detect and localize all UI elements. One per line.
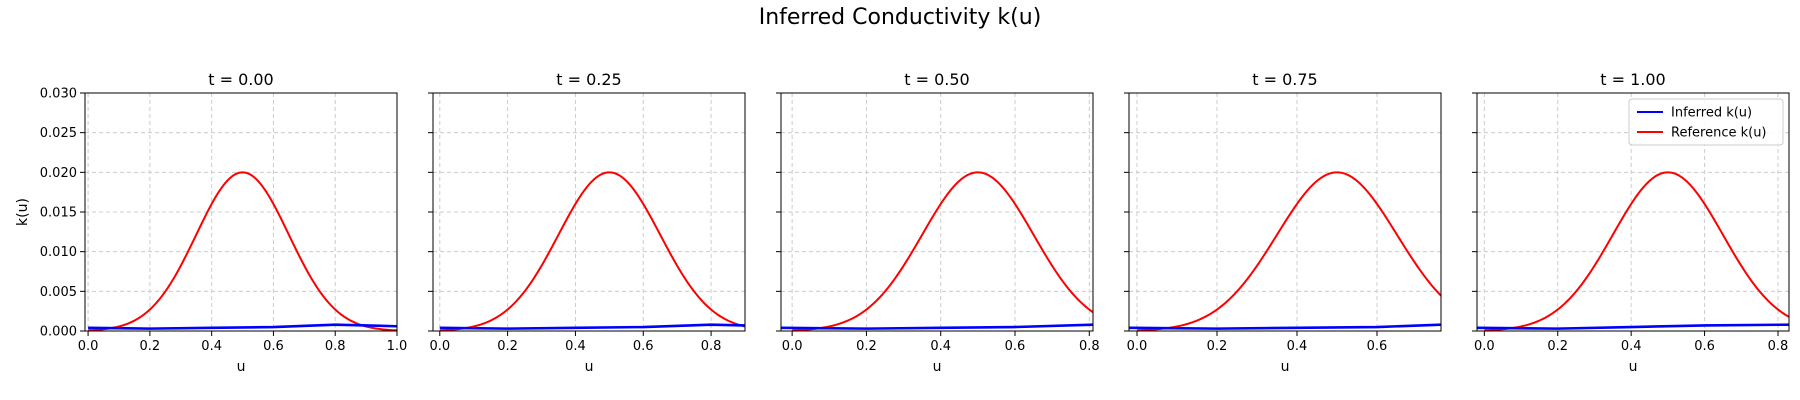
x-tick-label: 0.4 (1621, 339, 1642, 354)
legend-label-inferred: Inferred k(u) (1671, 106, 1752, 121)
x-tick-label: 0.2 (497, 339, 518, 354)
x-tick-label: 0.4 (201, 339, 222, 354)
y-tick-label: 0.010 (40, 245, 77, 260)
y-tick-label: 0.005 (40, 285, 77, 300)
inferred-curve-line (439, 323, 745, 330)
x-axis-label: u (1629, 359, 1638, 375)
x-tick-label: 0.8 (325, 339, 346, 354)
x-tick-label: 0.0 (782, 339, 803, 354)
subplot-panel-3: 0.0 0.2 0.4 0.6 t = 0.75 u (1124, 70, 1442, 375)
x-tick-label: 0.2 (140, 339, 161, 354)
subplot-panel-4: 0.0 0.2 0.4 0.6 0.8 t = 1.00 u Inferred k(u) Ref… (1472, 70, 1790, 375)
x-axis-label: u (237, 359, 246, 375)
y-tick-label: 0.025 (40, 126, 77, 141)
x-tick-label: 0.0 (1127, 339, 1148, 354)
subplot-title: t = 0.00 (208, 70, 273, 89)
subplot-panel-1: 0.0 0.2 0.4 0.6 0.8 t = 0.25 u (428, 70, 746, 375)
x-tick-label: 0.6 (263, 339, 284, 354)
y-tick-label: 0.015 (40, 206, 77, 221)
subplot-title: t = 0.25 (556, 70, 621, 89)
x-tick-label: 0.8 (1079, 339, 1100, 354)
reference-curve-line (792, 171, 1093, 331)
figure-suptitle: Inferred Conductivity k(u) (759, 5, 1042, 30)
y-tick-label: 0.030 (40, 87, 77, 102)
x-tick-label: 0.4 (1287, 339, 1308, 354)
subplot-title: t = 0.50 (904, 70, 969, 89)
subplot-title: t = 0.75 (1252, 70, 1317, 89)
reference-curve-line (1484, 171, 1789, 331)
x-tick-label: 0.0 (1474, 339, 1495, 354)
x-tick-label: 0.6 (1694, 339, 1715, 354)
x-tick-label: 0.4 (930, 339, 951, 354)
x-tick-label: 0.0 (429, 339, 450, 354)
plot-area (1477, 171, 1789, 331)
x-tick-label: 0.2 (1207, 339, 1228, 354)
reference-curve-line (439, 171, 745, 331)
subplot-title: t = 1.00 (1600, 70, 1665, 89)
x-tick-label: 0.6 (1367, 339, 1388, 354)
x-tick-label: 0.6 (1005, 339, 1026, 354)
x-tick-label: 1.0 (387, 339, 408, 354)
x-tick-label: 0.0 (78, 339, 99, 354)
reference-curve-line (88, 171, 397, 331)
x-axis-label: u (933, 359, 942, 375)
legend-label-reference: Reference k(u) (1671, 126, 1767, 141)
x-tick-label: 0.6 (633, 339, 654, 354)
x-tick-label: 0.2 (856, 339, 877, 354)
y-tick-label: 0.000 (40, 325, 77, 340)
reference-curve-line (1136, 171, 1441, 331)
legend: Inferred k(u) Reference k(u) (1628, 98, 1784, 146)
plot-area (87, 171, 397, 331)
x-tick-label: 0.2 (1547, 339, 1568, 354)
x-tick-label: 0.8 (1768, 339, 1789, 354)
y-axis-label: k(u) (15, 198, 31, 226)
subplot-panel-2: 0.0 0.2 0.4 0.6 0.8 t = 0.50 u (776, 70, 1100, 375)
x-tick-label: 0.8 (701, 339, 722, 354)
x-tick-label: 0.4 (565, 339, 586, 354)
x-axis-label: u (1281, 359, 1290, 375)
x-axis-label: u (585, 359, 594, 375)
legend-frame (1628, 98, 1784, 146)
inferred-curve-line (88, 323, 397, 330)
subplot-panel-0: 0.000 0.005 0.010 0.015 0.020 0.025 0.030 0.0 0.… (15, 70, 407, 375)
y-tick-label: 0.020 (40, 166, 77, 181)
